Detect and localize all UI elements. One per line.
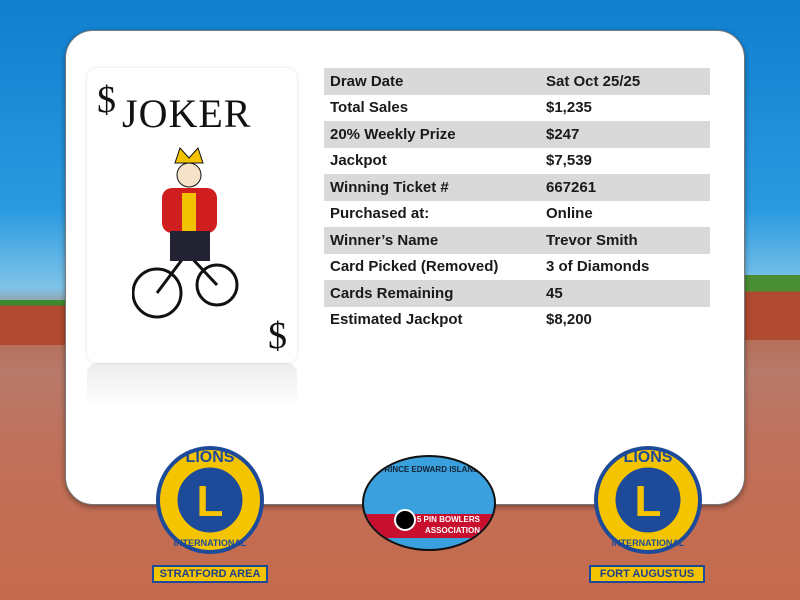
svg-text:INTERNATIONAL: INTERNATIONAL <box>174 538 247 548</box>
card-title: JOKER <box>122 91 252 136</box>
logo-red-band: 5 PIN BOWLERS ASSOCIATION <box>364 514 494 538</box>
row-value: Trevor Smith <box>540 227 710 254</box>
table-row: Draw Date Sat Oct 25/25 <box>324 68 710 95</box>
draw-results-table: Draw Date Sat Oct 25/25 Total Sales $1,235 2… <box>324 68 710 333</box>
table-row: Jackpot $7,539 <box>324 148 710 175</box>
svg-text:L: L <box>635 477 662 526</box>
row-value: $7,539 <box>546 152 592 170</box>
row-value: 3 of Diamonds <box>546 258 650 276</box>
row-label: Card Picked (Removed) <box>330 258 499 276</box>
dollar-symbol: $ <box>97 79 116 121</box>
table-row: Purchased at: Online <box>324 201 710 228</box>
row-label: Winner’s Name <box>324 227 540 254</box>
dollar-symbol-bottom: $ <box>268 315 287 357</box>
row-label: Purchased at: <box>330 205 430 223</box>
row-label: Total Sales <box>330 99 409 117</box>
card-reflection <box>87 363 297 408</box>
table-row: Winning Ticket #667261 <box>324 174 710 201</box>
logo-line1: 5 PIN BOWLERS <box>416 515 480 524</box>
svg-text:LIONS: LIONS <box>186 449 235 466</box>
row-value: 667261 <box>540 174 710 201</box>
background-cliff-left <box>0 300 70 345</box>
stratford-area-label: STRATFORD AREA <box>152 565 268 583</box>
lions-logo-left: L LIONS INTERNATIONAL <box>156 446 264 554</box>
bowling-ball-icon <box>394 509 416 531</box>
svg-text:L: L <box>197 477 224 526</box>
row-label: Cards Remaining <box>324 280 540 307</box>
row-label: Estimated Jackpot <box>330 311 463 329</box>
row-label: Winning Ticket # <box>324 174 540 201</box>
row-label: Draw Date <box>324 68 540 95</box>
table-row: Estimated Jackpot $8,200 <box>324 307 710 334</box>
joker-cyclist-illustration <box>132 147 239 319</box>
row-value: Sat Oct 25/25 <box>540 68 710 95</box>
table-row: 20% Weekly Prize $247 <box>324 121 710 148</box>
row-value: $247 <box>540 121 710 148</box>
table-row: Cards Remaining 45 <box>324 280 710 307</box>
background-cliff-right <box>740 275 800 340</box>
pei-5-pin-bowlers-logo: PRINCE EDWARD ISLAND 5 PIN BOWLERS ASSOCI… <box>362 455 496 551</box>
lions-logo-right: L LIONS INTERNATIONAL <box>594 446 702 554</box>
row-value: Online <box>546 205 593 223</box>
logo-top-text: PRINCE EDWARD ISLAND <box>378 465 479 474</box>
table-row: Total Sales $1,235 <box>324 95 710 122</box>
svg-text:INTERNATIONAL: INTERNATIONAL <box>612 538 685 548</box>
joker-card: $ JOKER $ <box>87 68 297 363</box>
row-label: 20% Weekly Prize <box>324 121 540 148</box>
row-value: $8,200 <box>546 311 592 329</box>
fort-augustus-label: FORT AUGUSTUS <box>589 565 705 583</box>
row-value: 45 <box>540 280 710 307</box>
row-value: $1,235 <box>546 99 592 117</box>
table-row: Card Picked (Removed) 3 of Diamonds <box>324 254 710 281</box>
table-row: Winner’s Name Trevor Smith <box>324 227 710 254</box>
svg-text:LIONS: LIONS <box>624 449 673 466</box>
logo-line2: ASSOCIATION <box>425 526 480 535</box>
row-label: Jackpot <box>330 152 387 170</box>
